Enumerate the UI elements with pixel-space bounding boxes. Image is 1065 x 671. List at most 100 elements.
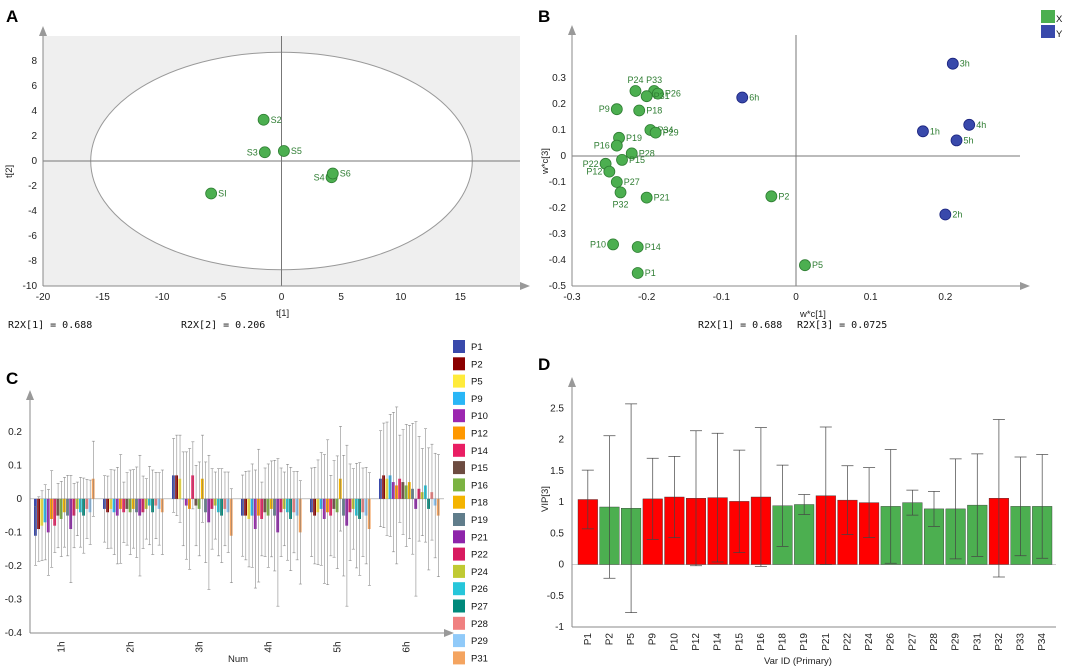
chart-d-category-label: P14 xyxy=(713,633,724,651)
chart-a-point xyxy=(205,187,218,200)
chart-c-legend-swatch xyxy=(453,391,465,405)
chart-b-y-point xyxy=(946,57,959,70)
chart-b-x-point xyxy=(614,186,627,199)
chart-d-category-label: P9 xyxy=(648,633,659,646)
chart-a-y-tick: 8 xyxy=(31,56,37,67)
chart-c-xlabel: Num xyxy=(228,654,248,665)
chart-a-y-arrow xyxy=(39,26,47,36)
chart-b-x-point-label: P5 xyxy=(812,260,823,270)
chart-a-footer-1: R2X[1] = 0.688 xyxy=(8,320,92,331)
chart-c-legend-swatch xyxy=(453,374,465,388)
chart-d-y-arrow xyxy=(568,377,576,387)
chart-a-point-label: SI xyxy=(218,189,227,199)
chart-b-x-point-label: P29 xyxy=(663,128,679,138)
chart-a-y-tick: 0 xyxy=(31,156,37,167)
chart-c-group-label: 5h xyxy=(333,641,344,652)
chart-c-legend-swatch xyxy=(453,357,465,371)
chart-b-x-point-label: P24 xyxy=(627,75,643,85)
chart-d-category-label: P5 xyxy=(626,633,637,646)
chart-c-legend-swatch xyxy=(453,582,465,596)
chart-b-y-point-label: 6h xyxy=(749,93,759,103)
chart-b-x-tick: 0.1 xyxy=(864,292,878,303)
chart-b-x-point-label: P31 xyxy=(654,91,670,101)
chart-b-x-point-label: P19 xyxy=(626,133,642,143)
chart-b-x-point-label: P22 xyxy=(583,159,599,169)
chart-c-legend-swatch xyxy=(453,547,465,561)
chart-b-x-point xyxy=(799,259,811,272)
chart-b-y-point-label: 3h xyxy=(960,59,970,69)
chart-a-point-label: S6 xyxy=(340,169,351,179)
chart-d-ylabel: VIP[3] xyxy=(540,486,551,512)
chart-c-y-tick: 0 xyxy=(16,494,22,505)
chart-c-legend-swatch xyxy=(453,409,465,423)
chart-a-x-tick: 5 xyxy=(338,292,344,303)
chart-c-x-arrow xyxy=(444,629,454,637)
chart-b-x-point xyxy=(631,241,644,253)
chart-c-y-tick: -0.2 xyxy=(5,561,23,572)
chart-b-x-point-label: P27 xyxy=(624,177,640,187)
chart-b-x-tick: -0.2 xyxy=(638,292,656,303)
chart-a-ylabel: t[2] xyxy=(4,165,15,178)
chart-a-x-tick: 15 xyxy=(455,292,467,303)
chart-d-y-tick: 2 xyxy=(558,435,564,446)
chart-c-legend-label: P2 xyxy=(471,359,483,370)
chart-c-group-label: 6h xyxy=(402,641,413,652)
chart-c-legend-label: P10 xyxy=(471,411,488,422)
chart-b-y-point xyxy=(939,208,952,221)
chart-d-y-tick: 0.5 xyxy=(550,528,564,539)
chart-c-legend-label: P16 xyxy=(471,480,488,491)
chart-b-x-point-label: P15 xyxy=(629,155,645,165)
chart-b-y-tick: 0 xyxy=(560,151,566,162)
chart-b-y-arrow xyxy=(568,25,576,35)
chart-d-category-label: P27 xyxy=(907,633,918,651)
chart-d-category-label: P18 xyxy=(778,633,789,651)
chart-a-x-tick: -15 xyxy=(95,292,110,303)
chart-a-y-tick: 4 xyxy=(31,106,37,117)
chart-b-y-tick: 0.1 xyxy=(552,125,566,136)
chart-c-legend-swatch xyxy=(453,616,465,630)
chart-b-ylabel: w*c[3] xyxy=(540,148,551,175)
chart-b-y-tick: -0.2 xyxy=(549,203,567,214)
chart-a-point-label: S5 xyxy=(291,146,302,156)
chart-d-y-tick: 0 xyxy=(558,560,564,571)
chart-c-group-label: 3h xyxy=(195,641,206,652)
chart-b-x-arrow xyxy=(1020,282,1030,290)
chart-d-y-tick: 1 xyxy=(558,497,564,508)
chart-b-y-tick: -0.4 xyxy=(549,255,567,266)
chart-c-legend-swatch xyxy=(453,426,465,440)
chart-a-y-tick: -4 xyxy=(28,206,37,217)
chart-c-legend-label: P24 xyxy=(471,567,488,578)
chart-b-x-point-label: P1 xyxy=(645,268,656,278)
chart-b-x-point-label: P2 xyxy=(778,191,789,201)
panel-label-d: D xyxy=(538,355,550,374)
chart-c-y-tick: 0.2 xyxy=(8,427,22,438)
chart-c-legend-swatch xyxy=(453,340,465,353)
chart-b-x-tick: -0.3 xyxy=(563,292,581,303)
chart-b-x-point xyxy=(610,103,623,116)
chart-b-x-point-label: P28 xyxy=(639,148,655,158)
chart-b-x-tick: 0.2 xyxy=(938,292,952,303)
chart-b-y-tick: -0.1 xyxy=(549,177,567,188)
chart-d-y-tick: 1.5 xyxy=(550,466,564,477)
chart-c-y-tick: -0.3 xyxy=(5,594,23,605)
chart-a-point xyxy=(258,146,271,159)
chart-c-legend-label: P26 xyxy=(471,584,488,595)
chart-d-category-label: P29 xyxy=(951,633,962,651)
chart-b-y-tick: 0.3 xyxy=(552,73,566,84)
chart-d-category-label: P2 xyxy=(604,633,615,646)
chart-d-category-label: P21 xyxy=(821,633,832,651)
chart-b-x-point xyxy=(649,126,662,139)
chart-b-y-point xyxy=(736,91,749,104)
chart-c-legend-swatch xyxy=(453,478,465,492)
chart-b-xlabel: w*c[1] xyxy=(799,309,826,320)
chart-c-legend-label: P5 xyxy=(471,377,483,388)
chart-a-y-tick: 2 xyxy=(31,131,37,142)
chart-a-point xyxy=(277,145,290,157)
chart-d-category-label: P16 xyxy=(756,633,767,651)
chart-b-x-point xyxy=(640,90,653,103)
chart-b-y-point-label: 2h xyxy=(952,210,962,220)
chart-b-y-point xyxy=(950,134,963,147)
chart-c-legend-label: P28 xyxy=(471,619,488,630)
chart-a-y-tick: -2 xyxy=(28,181,37,192)
